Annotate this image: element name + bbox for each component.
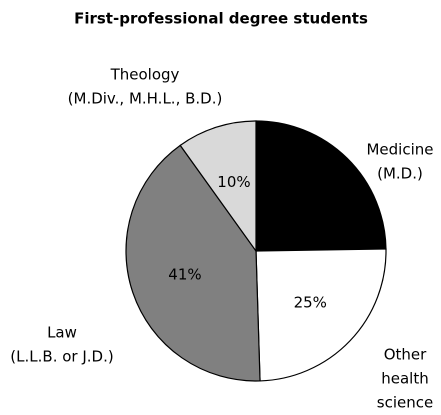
pie-slice — [179, 120, 257, 253]
pie-slice — [125, 144, 261, 382]
pie-slice — [255, 120, 387, 252]
category-label: science — [377, 394, 433, 412]
category-label: (L.L.B. or J.D.) — [10, 348, 113, 366]
chart-title: First-professional degree students — [74, 10, 368, 28]
category-label: Law — [47, 324, 77, 342]
pie-slice — [255, 248, 387, 382]
category-label: (M.D.) — [377, 165, 423, 183]
category-label: Theology — [110, 66, 180, 84]
category-label: Medicine — [366, 141, 433, 159]
category-label: health — [381, 370, 428, 388]
value-label: 25% — [292, 188, 325, 206]
category-label: (M.Div., M.H.L., B.D.) — [68, 90, 223, 108]
value-label: 25% — [294, 293, 327, 311]
category-label: Other — [384, 346, 427, 364]
value-label: 10% — [217, 173, 250, 191]
value-label: 41% — [168, 266, 201, 284]
